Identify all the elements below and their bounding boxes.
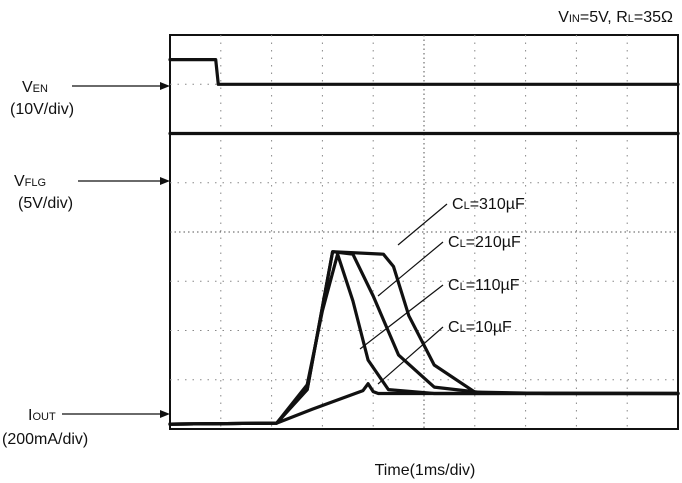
- pointer-cl-110: [359, 284, 444, 350]
- label-cl-310: CL=310µF: [452, 196, 525, 213]
- ven-scale: (10V/div): [10, 101, 74, 118]
- label-cl-10: CL=10µF: [448, 319, 512, 336]
- vin-main: V: [558, 9, 569, 26]
- vflg-label: VFLG: [14, 173, 46, 190]
- grid-lines: [170, 35, 678, 429]
- waveform-cl-110-f: [168, 252, 680, 426]
- rl-main: R: [616, 9, 628, 26]
- rl-value: =35Ω: [634, 9, 673, 26]
- pointer-cl-310: [397, 203, 448, 246]
- iout-label: IOUT: [28, 407, 56, 424]
- x-axis-label: Time(1ms/div): [375, 462, 476, 479]
- vflg-scale: (5V/div): [18, 195, 73, 212]
- vflg-arrowhead: [160, 177, 170, 185]
- vin-value: =5V,: [580, 9, 616, 26]
- waveform-cl-10-f: [168, 382, 680, 426]
- ven-label: VEN: [22, 79, 48, 96]
- label-cl-210: CL=210µF: [448, 234, 521, 251]
- waveform-ven: [168, 57, 680, 86]
- iout-arrowhead: [160, 410, 170, 418]
- rl-sub: L: [628, 13, 634, 25]
- pointer-cl-210: [377, 241, 444, 297]
- waveforms: [168, 57, 680, 426]
- iout-scale: (200mA/div): [2, 431, 88, 448]
- pointer-cl-10: [377, 326, 444, 385]
- ven-arrowhead: [160, 82, 170, 90]
- test-conditions: VIN=5V, RL=35Ω: [558, 9, 673, 26]
- label-cl-110: CL=110µF: [448, 277, 520, 294]
- vin-sub: IN: [569, 13, 580, 25]
